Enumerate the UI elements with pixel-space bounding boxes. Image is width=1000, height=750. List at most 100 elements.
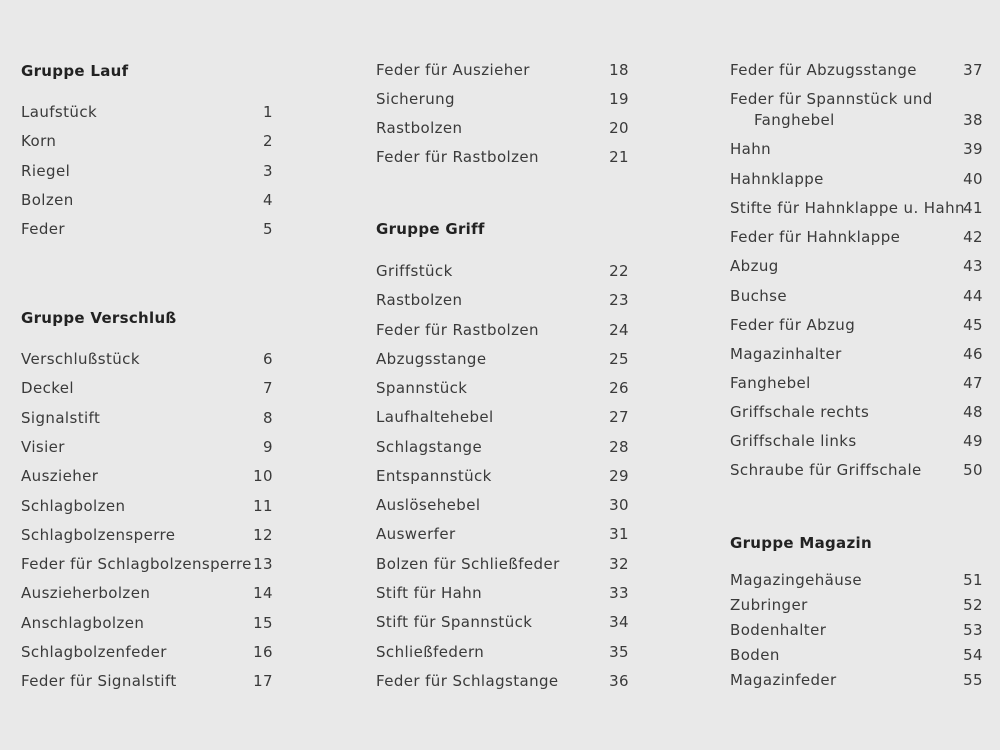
part-number: 6 bbox=[263, 350, 273, 368]
part-number: 40 bbox=[963, 170, 983, 188]
part-number: 2 bbox=[263, 132, 273, 150]
part-number: 28 bbox=[609, 438, 629, 456]
part-name: Griffschale rechts bbox=[730, 403, 870, 421]
list-item: Feder für Auszieher 18 bbox=[376, 59, 629, 81]
part-number: 33 bbox=[609, 584, 629, 602]
part-name: Entspannstück bbox=[376, 467, 492, 485]
part-name: Feder für Signalstift bbox=[21, 672, 177, 690]
part-number: 23 bbox=[609, 291, 629, 309]
part-name: Visier bbox=[21, 438, 65, 456]
part-number: 4 bbox=[263, 191, 273, 209]
part-number: 48 bbox=[963, 403, 983, 421]
part-number: 14 bbox=[253, 584, 273, 602]
list-item: Korn 2 bbox=[21, 130, 273, 152]
part-number: 12 bbox=[253, 526, 273, 544]
list-item: Feder für Abzugsstange 37 bbox=[730, 59, 983, 81]
list-item: Griffschale links 49 bbox=[730, 430, 983, 452]
part-name: Feder bbox=[21, 220, 65, 238]
list-item: Spannstück 26 bbox=[376, 377, 629, 399]
list-item: Abzugsstange 25 bbox=[376, 348, 629, 370]
list-item: Feder für Rastbolzen 24 bbox=[376, 319, 629, 341]
list-item: Stifte für Hahnklappe u. Hahn 41 bbox=[730, 197, 983, 219]
part-name: Feder für Schlagbolzensperre bbox=[21, 555, 252, 573]
list-item: Schraube für Griffschale 50 bbox=[730, 459, 983, 481]
list-item: Schlagbolzensperre 12 bbox=[21, 524, 273, 546]
list-item: Bolzen für Schließfeder 32 bbox=[376, 553, 629, 575]
part-number: 21 bbox=[609, 148, 629, 166]
part-name: Anschlagbolzen bbox=[21, 614, 145, 632]
list-item: Fanghebel 47 bbox=[730, 372, 983, 394]
list-item: Feder für Schlagstange 36 bbox=[376, 670, 629, 692]
list-item: Sicherung 19 bbox=[376, 88, 629, 110]
part-number: 50 bbox=[963, 461, 983, 479]
part-name: Zubringer bbox=[730, 596, 808, 614]
list-item: Abzug 43 bbox=[730, 255, 983, 277]
part-name: Magazingehäuse bbox=[730, 571, 862, 589]
list-item: Deckel 7 bbox=[21, 377, 273, 399]
part-number: 17 bbox=[253, 672, 273, 690]
part-name: Schließfedern bbox=[376, 643, 485, 661]
part-number: 51 bbox=[963, 571, 983, 589]
list-item: Stift für Hahn 33 bbox=[376, 582, 629, 604]
part-number: 1 bbox=[263, 103, 273, 121]
part-number: 45 bbox=[963, 316, 983, 334]
list-item: Magazinhalter 46 bbox=[730, 343, 983, 365]
part-name: Schlagbolzensperre bbox=[21, 526, 176, 544]
part-name: Bolzen bbox=[21, 191, 74, 209]
part-name: Schlagbolzen bbox=[21, 497, 126, 515]
part-name: Schraube für Griffschale bbox=[730, 461, 922, 479]
list-item: Feder für Hahnklappe 42 bbox=[730, 226, 983, 248]
part-number: 55 bbox=[963, 671, 983, 689]
list-item: Schließfedern 35 bbox=[376, 641, 629, 663]
part-name: Auswerfer bbox=[376, 525, 456, 543]
part-number: 24 bbox=[609, 321, 629, 339]
part-number: 7 bbox=[263, 379, 273, 397]
part-name: Feder für Abzugsstange bbox=[730, 61, 917, 79]
list-item: Signalstift 8 bbox=[21, 407, 273, 429]
list-item: Feder für Rastbolzen 21 bbox=[376, 146, 629, 168]
list-item: Riegel 3 bbox=[21, 160, 273, 182]
section-heading: Gruppe Verschluß bbox=[21, 309, 177, 327]
part-number: 34 bbox=[609, 613, 629, 631]
part-name: Spannstück bbox=[376, 379, 468, 397]
part-name: Griffstück bbox=[376, 262, 453, 280]
list-item: Bodenhalter 53 bbox=[730, 619, 983, 641]
list-item: Feder 5 bbox=[21, 218, 273, 240]
part-number: 27 bbox=[609, 408, 629, 426]
part-name: Schlagbolzenfeder bbox=[21, 643, 167, 661]
list-item: Auswerfer 31 bbox=[376, 523, 629, 545]
list-item: Griffschale rechts 48 bbox=[730, 401, 983, 423]
part-number: 38 bbox=[963, 111, 983, 129]
part-name: Buchse bbox=[730, 287, 787, 305]
part-name-continued: Fanghebel bbox=[754, 111, 835, 129]
part-number: 43 bbox=[963, 257, 983, 275]
part-name: Feder für Rastbolzen bbox=[376, 321, 539, 339]
part-name: Auszieherbolzen bbox=[21, 584, 151, 602]
list-item: Schlagstange 28 bbox=[376, 436, 629, 458]
list-item: Stift für Spannstück 34 bbox=[376, 611, 629, 633]
list-item: Auszieherbolzen 14 bbox=[21, 582, 273, 604]
list-item: Feder für Spannstück und Fanghebel 38 bbox=[730, 88, 983, 129]
part-number: 29 bbox=[609, 467, 629, 485]
list-item: Boden 54 bbox=[730, 644, 983, 666]
part-name: Feder für Hahnklappe bbox=[730, 228, 901, 246]
part-number: 36 bbox=[609, 672, 629, 690]
part-number: 19 bbox=[609, 90, 629, 108]
part-number: 41 bbox=[963, 199, 983, 217]
part-number: 54 bbox=[963, 646, 983, 664]
part-name: Abzugsstange bbox=[376, 350, 487, 368]
part-name: Riegel bbox=[21, 162, 71, 180]
list-item: Laufhaltehebel 27 bbox=[376, 406, 629, 428]
list-item: Anschlagbolzen 15 bbox=[21, 612, 273, 634]
part-number: 10 bbox=[253, 467, 273, 485]
part-number: 35 bbox=[609, 643, 629, 661]
part-number: 9 bbox=[263, 438, 273, 456]
part-name: Magazinhalter bbox=[730, 345, 842, 363]
list-item: Entspannstück 29 bbox=[376, 465, 629, 487]
list-item: Feder für Schlagbolzensperre 13 bbox=[21, 553, 273, 575]
part-name: Auszieher bbox=[21, 467, 99, 485]
part-number: 49 bbox=[963, 432, 983, 450]
part-number: 31 bbox=[609, 525, 629, 543]
part-name: Griffschale links bbox=[730, 432, 857, 450]
part-name: Sicherung bbox=[376, 90, 455, 108]
